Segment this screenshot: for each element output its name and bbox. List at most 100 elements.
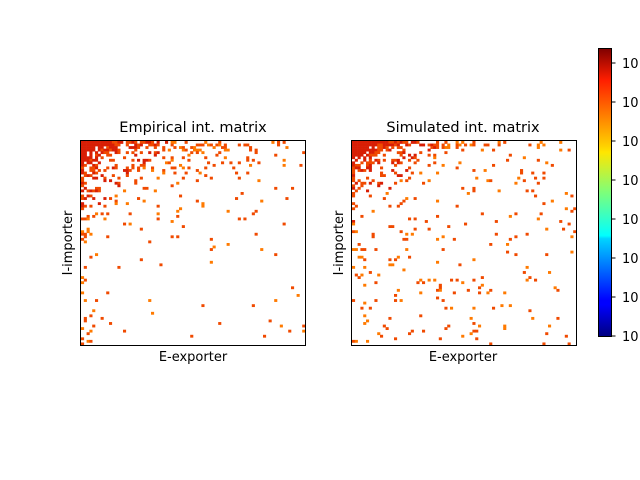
heatmap-cell [413,161,417,165]
heatmap-cell [550,163,554,167]
colorbar-tick-label: 10 [622,57,639,72]
heatmap-cell [478,286,482,290]
heatmap-cell [525,232,529,236]
heatmap-cell [95,141,99,144]
heatmap-cell [190,151,194,155]
heatmap-cell [131,151,135,155]
heatmap-cell [559,148,563,152]
heatmap-cell [405,197,409,200]
heatmap-cell [134,141,138,144]
heatmap-cell [97,161,101,165]
heatmap-cell [100,174,104,177]
heatmap-cell [92,146,96,149]
heatmap-cell [173,141,177,144]
heatmap-cell [179,194,183,198]
heatmap-cell [352,153,356,157]
heatmap-cell [89,161,93,165]
heatmap-cell [475,329,479,333]
heatmap-cell [92,324,96,328]
heatmap-cell [226,243,230,246]
heatmap-cell [125,169,129,172]
heatmap-cell [455,278,459,282]
heatmap-cell [413,156,417,160]
heatmap-cell [363,322,367,325]
heatmap-cell [109,179,113,183]
heatmap-cell [106,143,110,147]
heatmap-cell [360,153,364,157]
heatmap-cell [131,141,135,144]
heatmap-cell [357,141,361,144]
heatmap-cell [156,143,160,147]
heatmap-cell [139,163,143,167]
heatmap-cell [419,171,423,175]
heatmap-cell [95,212,99,216]
heatmap-cell [472,141,476,144]
heatmap-cell [567,342,571,346]
heatmap-cell [81,202,85,206]
heatmap-cell [447,146,451,149]
heatmap-cell [173,171,177,175]
heatmap-cell [268,319,272,323]
heatmap-cell [352,148,356,152]
heatmap-cell [89,143,93,147]
heatmap-cell [128,141,132,144]
heatmap-cell [374,143,378,147]
heatmap-cell [360,148,364,152]
heatmap-cell [285,197,289,200]
heatmap-cell [366,161,370,165]
heatmap-cell [195,143,199,147]
heatmap-cell [368,163,372,167]
heatmap-cell [254,209,258,213]
heatmap-cell [402,151,406,155]
heatmap-cell [377,146,381,149]
heatmap-cell [377,161,381,165]
heatmap-cell [97,202,101,206]
heatmap-cell [221,146,225,149]
heatmap-cell [472,143,476,147]
heatmap-cell [89,156,93,160]
heatmap-cell [89,158,93,162]
heatmap-cell [352,339,356,343]
heatmap-cell [165,141,169,144]
heatmap-cell [534,176,538,180]
heatmap-cell [394,181,398,185]
heatmap-cell [137,158,141,162]
heatmap-cell [103,141,107,144]
heatmap-cell [380,146,384,149]
heatmap-cell [151,169,155,172]
heatmap-cell [433,161,437,165]
heatmap-cell [380,334,384,338]
heatmap-cell [377,158,381,162]
heatmap-cell [352,156,356,160]
heatmap-cell [427,163,431,167]
heatmap-cell [388,148,392,152]
heatmap-cell [128,222,132,226]
heatmap-cell [125,151,129,155]
heatmap-cell [424,220,428,223]
heatmap-cell [181,146,185,149]
heatmap-cell [354,339,358,343]
heatmap-cell [142,158,146,162]
heatmap-cell [382,324,386,328]
heatmap-cell [352,176,356,180]
heatmap-cell [89,255,93,259]
heatmap-cell [396,158,400,162]
heatmap-cell [385,146,389,149]
heatmap-cell [503,324,507,328]
heatmap-cell [148,151,152,155]
heatmap-cell [380,141,384,144]
heatmap-cell [223,143,227,147]
heatmap-cell [198,148,202,152]
heatmap-cell [106,141,110,144]
heatmap-cell [139,141,143,144]
heatmap-cell [92,214,96,218]
heatmap-cell [170,184,174,188]
heatmap-panel-simulated: Simulated int. matrix E-exporter I-impor… [332,120,577,365]
heatmap-cell [368,271,372,274]
heatmap-cell [525,278,529,282]
heatmap-cell [570,194,574,198]
heatmap-cell [86,332,90,336]
heatmap-cell [151,166,155,170]
heatmap-cell [173,146,177,149]
heatmap-cell [92,171,96,175]
